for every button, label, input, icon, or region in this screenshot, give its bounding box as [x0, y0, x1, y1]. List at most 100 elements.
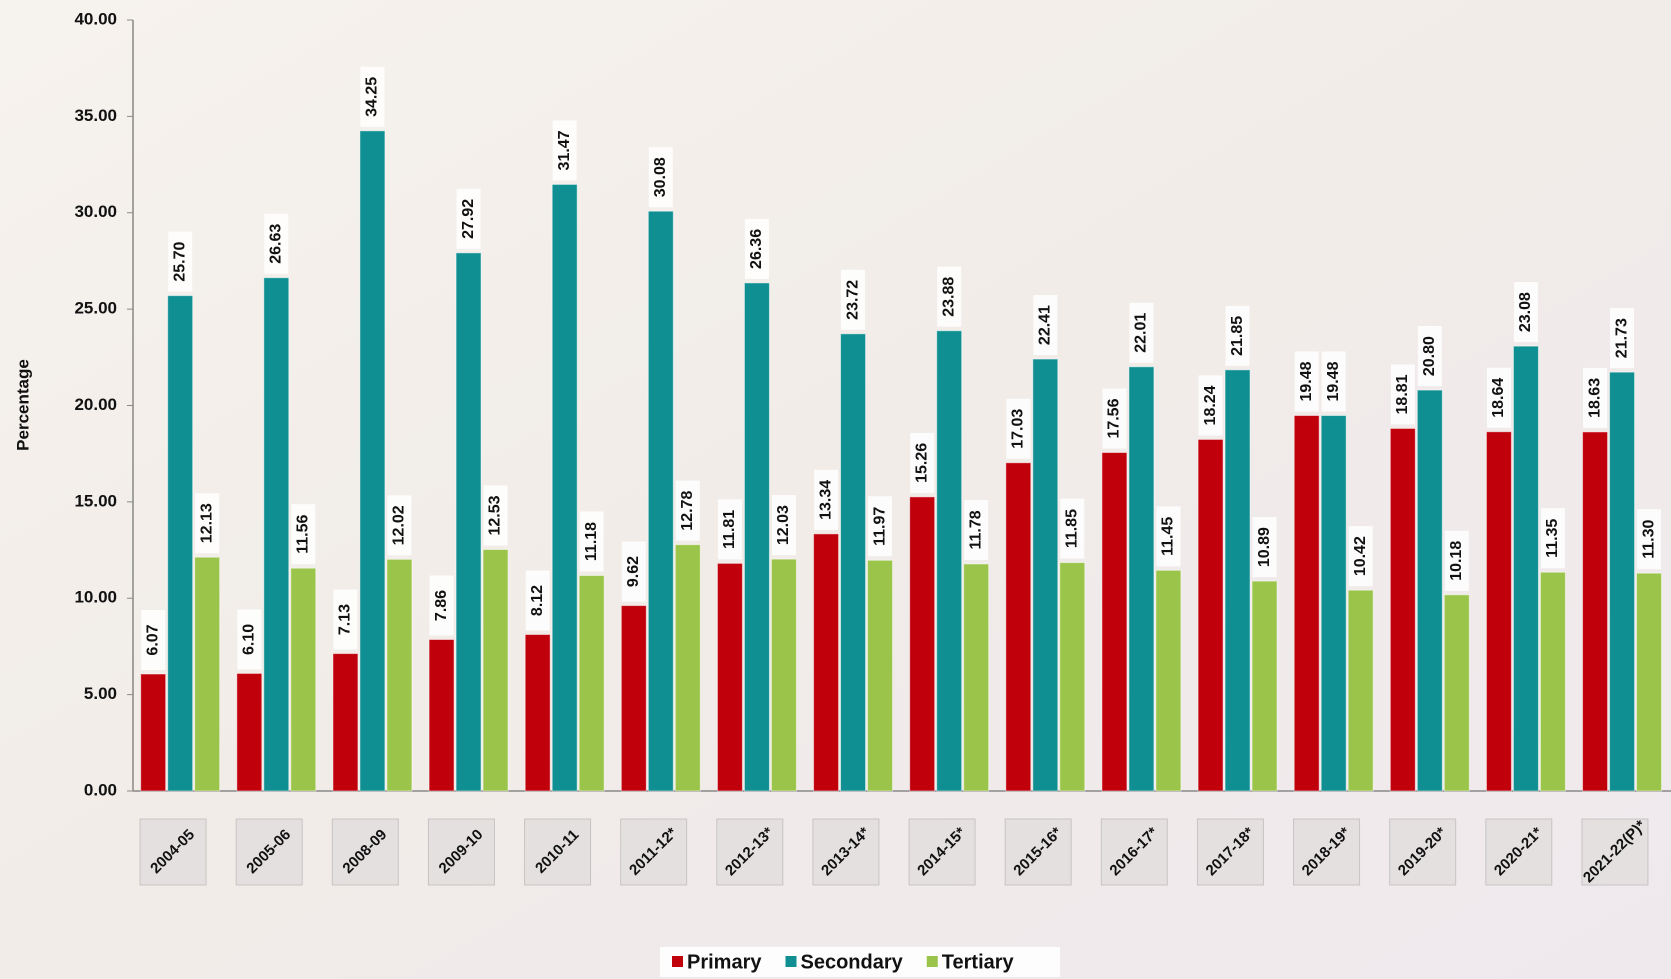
- value-label: 18.64: [1490, 378, 1507, 418]
- chart: Percentage 0.005.0010.0015.0020.0025.003…: [0, 0, 1671, 979]
- bar: [1102, 453, 1127, 791]
- bar: [525, 634, 550, 791]
- legend-label: Tertiary: [942, 951, 1015, 973]
- value-label: 17.03: [1010, 409, 1027, 449]
- value-label: 23.88: [940, 277, 957, 317]
- value-label: 9.62: [625, 556, 642, 587]
- value-label: 21.73: [1613, 318, 1630, 358]
- bar: [675, 545, 700, 791]
- y-tick-label: 10.00: [74, 588, 117, 607]
- y-tick-label: 15.00: [74, 491, 117, 510]
- bar: [1444, 595, 1469, 791]
- value-label: 7.13: [337, 604, 354, 635]
- bar: [910, 497, 935, 791]
- bar: [429, 639, 454, 791]
- bar: [1540, 572, 1565, 791]
- value-label: 10.89: [1256, 527, 1273, 567]
- bar: [1390, 428, 1415, 791]
- value-label: 34.25: [364, 77, 381, 117]
- y-tick-label: 40.00: [74, 9, 117, 28]
- value-label: 6.07: [144, 624, 161, 655]
- value-label: 8.12: [529, 585, 546, 616]
- value-label: 6.10: [241, 624, 258, 655]
- bar: [1486, 432, 1511, 791]
- legend: Primary Secondary Tertiary: [660, 947, 1060, 977]
- bar: [1225, 370, 1250, 791]
- bar: [868, 560, 893, 791]
- bar: [456, 253, 481, 791]
- value-label: 11.81: [721, 510, 738, 549]
- value-label: 15.26: [913, 443, 930, 483]
- bar: [814, 534, 839, 791]
- y-tick-label: 0.00: [84, 780, 117, 799]
- value-label: 10.42: [1352, 536, 1369, 576]
- bar: [1294, 416, 1319, 791]
- bar: [717, 563, 742, 791]
- bar: [1198, 439, 1223, 791]
- bar: [168, 296, 193, 791]
- value-label: 10.18: [1448, 541, 1465, 581]
- legend-label: Primary: [687, 951, 762, 973]
- value-label: 18.24: [1202, 385, 1219, 425]
- y-tick-label: 30.00: [74, 202, 117, 221]
- value-label: 27.92: [460, 199, 477, 239]
- bar: [1060, 563, 1085, 791]
- value-label: 12.03: [775, 505, 792, 545]
- value-label: 19.48: [1298, 361, 1315, 401]
- bar: [1321, 416, 1346, 791]
- bar: [1033, 359, 1058, 791]
- bar: [621, 606, 646, 791]
- legend-label: Secondary: [801, 951, 904, 973]
- bar: [1156, 570, 1181, 791]
- bar: [1637, 573, 1662, 791]
- value-label: 11.78: [967, 510, 984, 549]
- bar: [264, 278, 289, 791]
- value-label: 19.48: [1325, 361, 1342, 401]
- value-label: 12.13: [198, 503, 215, 543]
- value-label: 22.01: [1133, 313, 1150, 353]
- bar: [387, 559, 412, 791]
- bar: [483, 549, 508, 791]
- bar: [360, 131, 385, 791]
- value-label: 12.53: [487, 495, 504, 535]
- y-axis-label: Percentage: [13, 359, 32, 451]
- value-label: 26.36: [748, 229, 765, 269]
- value-label: 11.97: [871, 507, 888, 546]
- value-label: 12.78: [679, 491, 696, 531]
- value-label: 11.85: [1064, 509, 1081, 548]
- bar: [1006, 463, 1031, 791]
- bar: [964, 564, 989, 791]
- value-label: 11.45: [1160, 517, 1177, 556]
- page: {"chart_data": { "type": "bar", "y_label…: [0, 0, 1671, 979]
- bar: [648, 211, 673, 791]
- y-tick-label: 5.00: [84, 684, 117, 703]
- bar: [1129, 367, 1154, 791]
- bar: [1610, 372, 1635, 791]
- value-label: 7.86: [433, 590, 450, 621]
- bar: [744, 283, 769, 791]
- bar: [237, 673, 262, 791]
- value-label: 11.30: [1640, 520, 1657, 559]
- legend-swatch: [927, 956, 938, 967]
- bar: [579, 576, 604, 791]
- bar: [1513, 346, 1538, 791]
- value-label: 20.80: [1421, 336, 1438, 376]
- value-label: 11.56: [295, 515, 312, 554]
- value-label: 22.41: [1037, 305, 1054, 345]
- value-label: 30.08: [652, 157, 669, 197]
- value-label: 12.02: [391, 505, 408, 545]
- bar: [1348, 590, 1373, 791]
- bar: [937, 331, 962, 791]
- bar: [1583, 432, 1608, 791]
- bar: [552, 184, 577, 791]
- value-label: 23.08: [1517, 292, 1534, 332]
- y-tick-label: 35.00: [74, 106, 117, 125]
- bar: [141, 674, 166, 791]
- value-label: 25.70: [171, 242, 188, 282]
- value-label: 18.81: [1394, 374, 1411, 414]
- legend-swatch: [672, 956, 683, 967]
- bar: [333, 654, 358, 791]
- y-tick-label: 25.00: [74, 299, 117, 318]
- bar: [771, 559, 796, 791]
- value-label: 31.47: [556, 130, 573, 170]
